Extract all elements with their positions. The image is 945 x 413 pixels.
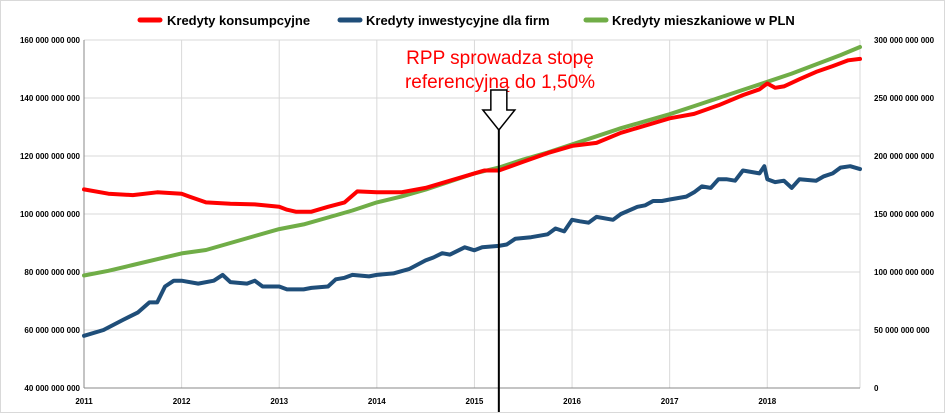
legend-label-inwestycyjne: Kredyty inwestycyjne dla firm [366,13,550,28]
right-axis-ticks: 0 50 000 000 000 100 000 000 000 150 000 00… [874,36,935,393]
series-lines [82,45,862,338]
x-tick-label: 2012 [173,397,191,406]
left-tick-label: 80 000 000 000 [24,268,80,277]
legend-label-konsumpcyjne: Kredyty konsumpcyjne [167,13,310,28]
x-tick-label: 2016 [563,397,581,406]
x-tick-label: 2017 [661,397,679,406]
annotation: RPP sprowadza stopę referencyjną do 1,50… [405,48,595,412]
x-tick-label: 2018 [758,397,776,406]
annotation-arrow-icon [481,89,517,132]
left-tick-label: 40 000 000 000 [24,384,80,393]
gridlines [83,39,861,389]
left-tick-label: 140 000 000 000 [20,94,81,103]
x-tick-label: 2015 [466,397,484,406]
legend-label-mieszkaniowe: Kredyty mieszkaniowe w PLN [612,13,795,28]
right-tick-label: 100 000 000 000 [874,268,935,277]
right-tick-label: 50 000 000 000 [874,326,930,335]
right-tick-label: 300 000 000 000 [874,36,935,45]
legend: Kredyty konsumpcyjne Kredyty inwestycyjn… [137,13,795,28]
x-tick-label: 2011 [75,397,93,406]
x-tick-label: 2013 [270,397,288,406]
left-tick-label: 120 000 000 000 [20,152,81,161]
right-tick-label: 250 000 000 000 [874,94,935,103]
left-tick-label: 60 000 000 000 [24,326,80,335]
annotation-line-2: referencyjną do 1,50% [405,72,595,93]
annotation-line-1: RPP sprowadza stopę [406,48,594,69]
left-axis-ticks: 40 000 000 000 60 000 000 000 80 000 000 0… [20,36,81,393]
x-axis-ticks: 2011 2012 2013 2014 2015 2016 2017 2018 [75,397,776,406]
right-tick-label: 200 000 000 000 [874,152,935,161]
right-tick-label: 150 000 000 000 [874,210,935,219]
x-tick-label: 2014 [368,397,386,406]
left-tick-label: 160 000 000 000 [20,36,81,45]
series-line-1 [82,164,862,338]
left-tick-label: 100 000 000 000 [20,210,81,219]
right-tick-label: 0 [874,384,879,393]
series-line-0 [82,56,862,214]
